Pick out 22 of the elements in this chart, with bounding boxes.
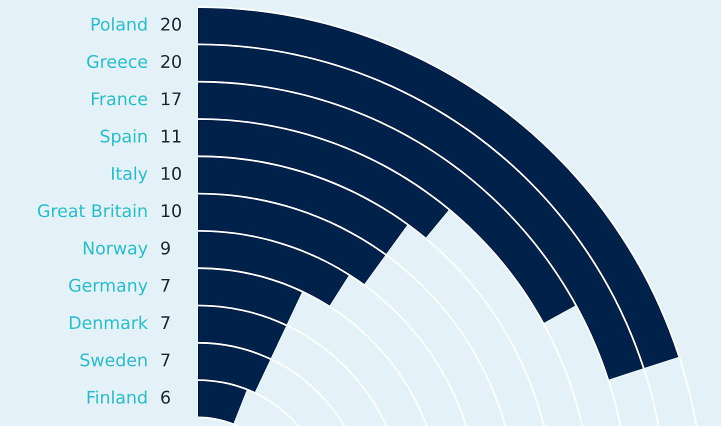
category-label: Sweden: [80, 353, 147, 366]
data-label: 10: [162, 204, 181, 218]
data-label: 10: [162, 166, 181, 180]
data-label: 7: [161, 278, 170, 292]
data-label: 11: [162, 130, 180, 142]
category-label: Greece: [87, 54, 148, 68]
category-label: Germany: [69, 278, 148, 296]
category-label: Finland: [88, 390, 146, 404]
data-label: 17: [162, 92, 181, 106]
category-label: Spain: [100, 129, 147, 146]
category-label: Poland: [92, 17, 146, 31]
data-label: 7: [161, 354, 170, 366]
category-label: Italy: [112, 166, 148, 184]
data-label: 6: [161, 390, 170, 404]
category-label: Great Britain: [38, 204, 147, 218]
category-label: France: [92, 92, 148, 106]
data-label: 7: [161, 316, 170, 329]
category-label: Denmark: [70, 316, 148, 330]
category-label: Norway: [84, 242, 148, 258]
data-label: 20: [161, 18, 181, 31]
data-label: 20: [161, 54, 181, 68]
data-label: 9: [161, 241, 170, 255]
